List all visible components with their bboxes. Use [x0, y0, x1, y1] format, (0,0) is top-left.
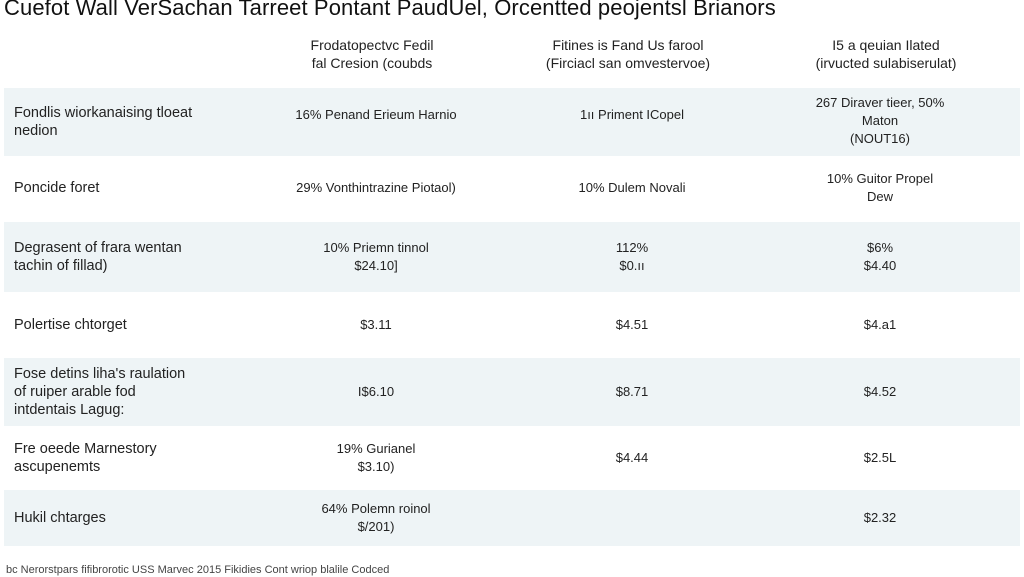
cell-line: 19% Gurianel — [336, 441, 416, 456]
cell-line: $4.a1 — [863, 317, 897, 332]
page-title: Cuefot Wall VerSachan Tarreet Pontant Pa… — [4, 0, 776, 20]
row-label-line: ascupenemts — [14, 459, 101, 475]
table-cell: $2.5L — [780, 430, 980, 486]
cell-line: $2.5L — [863, 450, 897, 465]
table-row: Degrasent of frara wentan tachin of fill… — [4, 222, 1020, 292]
cell-line: $3.11 — [360, 317, 392, 332]
table-cell: $3.11 — [266, 298, 486, 352]
table-cell: $4.a1 — [780, 298, 980, 352]
cell-line: $6% — [866, 240, 894, 255]
row-label-line: Hukil chtarges — [14, 510, 106, 526]
table-cell: I$6.10 — [266, 358, 486, 426]
row-label: Polertise chtorget — [14, 298, 244, 352]
cell-line: (NOUT16) — [850, 131, 910, 146]
row-label: Fose detins liha's raulation of ruiper a… — [14, 358, 244, 426]
column-header-2: Fitines is Fand Us farool (Firciacl san … — [524, 36, 732, 72]
row-label: Degrasent of frara wentan tachin of fill… — [14, 222, 244, 292]
table-row: Fondlis wiorkanaising tloeat nedion 16% … — [4, 88, 1020, 156]
row-label-line: Degrasent of frara wentan — [14, 240, 182, 256]
table-cell: $4.44 — [532, 430, 732, 486]
cell-line: 10% Priemn tinnol — [323, 240, 429, 255]
row-label-line: Polertise chtorget — [14, 317, 127, 333]
table-cell: 29% Vonthintrazine Piotaol) — [266, 160, 486, 216]
cell-line: $8.71 — [615, 384, 649, 399]
cell-line: I$6.10 — [357, 384, 395, 399]
cell-line: $4.51 — [615, 317, 649, 332]
row-label-line: Fose detins liha's raulation — [14, 366, 186, 382]
table-cell: $6% $4.40 — [780, 222, 980, 292]
table-cell: 267 Diraver tieer, 50% Maton (NOUT16) — [780, 88, 980, 148]
cell-line: 10% Dulem Novali — [578, 180, 686, 195]
cell-line: $2.32 — [863, 510, 897, 525]
column-header-line: (Firciacl san omvestervoe) — [545, 55, 711, 71]
column-header-line: fal Cresion (coubds — [311, 55, 433, 71]
cell-line: $3.10) — [357, 459, 395, 474]
cell-line: 267 Diraver tieer, 50% — [815, 95, 945, 110]
table-cell: 112% $0.ıı — [532, 222, 732, 292]
column-header-line: I5 a qeuian Ilated — [832, 37, 940, 53]
table-row: Poncide foret 29% Vonthintrazine Piotaol… — [4, 160, 1020, 216]
table-row: Fre oeede Marnestory ascupenemts 19% Gur… — [4, 430, 1020, 486]
table-cell: 16% Penand Erieum Harnio — [266, 88, 486, 124]
table-cell: $4.51 — [532, 298, 732, 352]
row-label: Fre oeede Marnestory ascupenemts — [14, 430, 244, 486]
cell-line: 1ıı Priment ICopel — [579, 107, 685, 122]
row-label: Hukil chtarges — [14, 490, 244, 546]
table-cell: 1ıı Priment ICopel — [532, 88, 732, 124]
row-label-line: nedion — [14, 123, 58, 139]
table-cell: $8.71 — [532, 358, 732, 426]
cell-line: Maton — [861, 113, 899, 128]
column-header-1: Frodatopectvc Fedil fal Cresion (coubds — [262, 36, 482, 72]
cell-line: $4.40 — [863, 258, 897, 273]
row-label-line: Fondlis wiorkanaising tloeat — [14, 105, 193, 121]
table-cell: 64% Polemn roinol $/201) — [266, 490, 486, 546]
row-label: Poncide foret — [14, 160, 244, 216]
column-header-line: (irvucted sulabiserulat) — [815, 55, 957, 71]
table-row: Hukil chtarges 64% Polemn roinol $/201) … — [4, 490, 1020, 546]
cell-line: 112% — [615, 240, 649, 255]
cell-line: 29% Vonthintrazine Piotaol) — [296, 180, 456, 195]
cell-line: 10% Guitor Propel — [826, 171, 934, 186]
row-label-line: Poncide foret — [14, 180, 100, 196]
table-cell: 19% Gurianel $3.10) — [266, 430, 486, 486]
column-header-line: Frodatopectvc Fedil — [310, 37, 434, 53]
cell-line: $0.ıı — [619, 258, 645, 273]
table-cell: 10% Priemn tinnol $24.10] — [266, 222, 486, 292]
column-header-line: Fitines is Fand Us farool — [552, 37, 704, 53]
table-row: Fose detins liha's raulation of ruiper a… — [4, 358, 1020, 426]
table-cell: $2.32 — [780, 490, 980, 546]
table-row: Polertise chtorget $3.11 $4.51 $4.a1 — [4, 298, 1020, 352]
row-label-line: tachin of fillad) — [14, 258, 108, 274]
row-label-line: intdentais Lagug: — [14, 402, 125, 418]
cell-line: $24.10] — [354, 258, 398, 273]
cell-line: $/201) — [357, 519, 395, 534]
row-label-line: Fre oeede Marnestory — [14, 441, 157, 457]
table-cell — [532, 490, 732, 546]
column-header-3: I5 a qeuian Ilated (irvucted sulabiserul… — [776, 36, 996, 72]
cell-line: $4.52 — [863, 384, 897, 399]
cell-line: Dew — [866, 189, 893, 204]
cell-line: $4.44 — [615, 450, 649, 465]
row-label-line: of ruiper arable fod — [14, 384, 136, 400]
table-cell: 10% Dulem Novali — [532, 160, 732, 216]
cell-line: 64% Polemn roinol — [321, 501, 431, 516]
row-label: Fondlis wiorkanaising tloeat nedion — [14, 88, 244, 156]
table-cell: 10% Guitor Propel Dew — [780, 160, 980, 216]
footnote: bc Nerorstpars fifibrorotic USS Marvec 2… — [6, 564, 390, 576]
table-cell: $4.52 — [780, 358, 980, 426]
cell-line: 16% Penand Erieum Harnio — [295, 107, 457, 122]
